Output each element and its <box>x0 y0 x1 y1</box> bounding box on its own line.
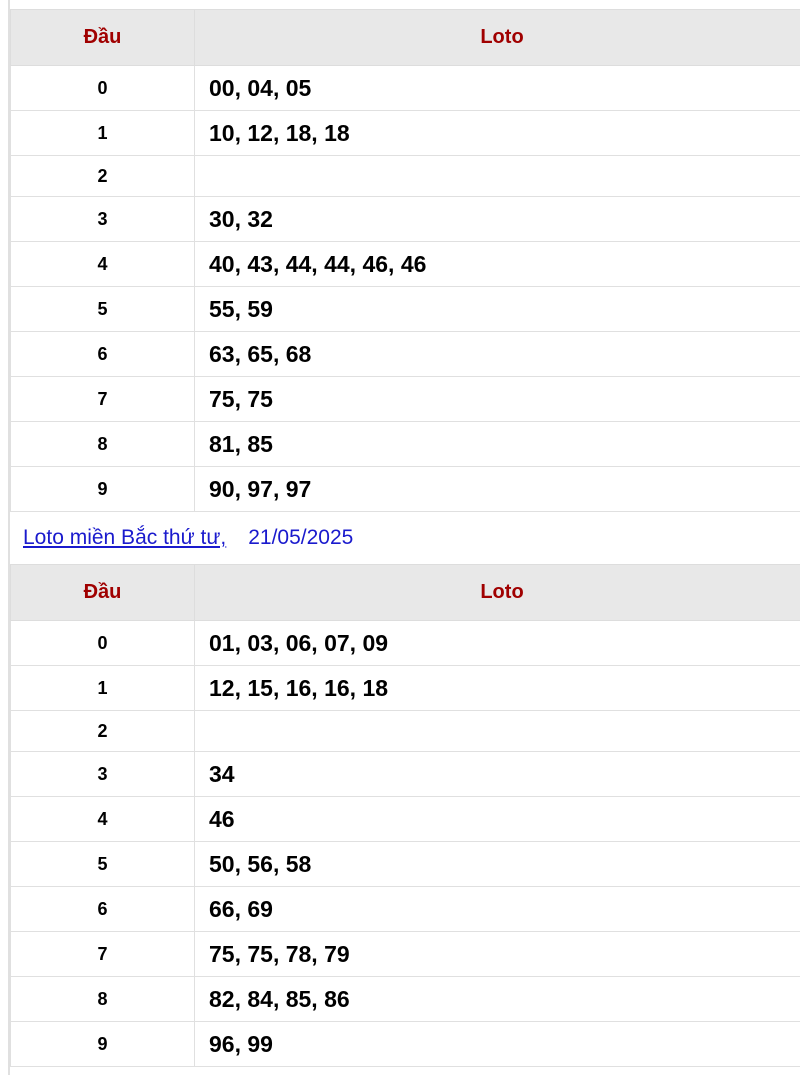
table-row: 8 81, 85 <box>10 421 800 467</box>
dau-cell: 6 <box>10 331 195 377</box>
loto-cell: 50, 56, 58 <box>194 841 800 887</box>
dau-cell: 4 <box>10 796 195 842</box>
loto-cell: 01, 03, 06, 07, 09 <box>194 620 800 666</box>
table-row: 3 30, 32 <box>10 196 800 242</box>
loto-cell: 55, 59 <box>194 286 800 332</box>
header-dau: Đầu <box>10 564 195 621</box>
loto-cell: 75, 75 <box>194 376 800 422</box>
dau-cell: 0 <box>10 620 195 666</box>
loto-table-1: Đầu Loto 0 00, 04, 05 1 10, 12, 18, 18 2 3 30,… <box>10 9 800 512</box>
dau-cell: 5 <box>10 841 195 887</box>
dau-cell: 9 <box>10 466 195 512</box>
table-caption: Loto miền Bắc thứ tư, 21/05/2025 <box>10 512 800 564</box>
table-row: 6 66, 69 <box>10 886 800 932</box>
dau-cell: 8 <box>10 976 195 1022</box>
table-row: 3 34 <box>10 751 800 797</box>
table-row: 4 46 <box>10 796 800 842</box>
loto-cell: 75, 75, 78, 79 <box>194 931 800 977</box>
caption-date: 21/05/2025 <box>248 526 354 549</box>
loto-cell: 90, 97, 97 <box>194 466 800 512</box>
loto-cell <box>194 710 800 752</box>
loto-cell: 81, 85 <box>194 421 800 467</box>
table-row: 5 50, 56, 58 <box>10 841 800 887</box>
dau-cell: 8 <box>10 421 195 467</box>
loto-cell: 10, 12, 18, 18 <box>194 110 800 156</box>
table-row: 2 <box>10 710 800 752</box>
loto-cell: 30, 32 <box>194 196 800 242</box>
loto-cell: 12, 15, 16, 16, 18 <box>194 665 800 711</box>
dau-cell: 3 <box>10 196 195 242</box>
table-row: 6 63, 65, 68 <box>10 331 800 377</box>
table-row: 0 01, 03, 06, 07, 09 <box>10 620 800 666</box>
table-row: 7 75, 75, 78, 79 <box>10 931 800 977</box>
dau-cell: 0 <box>10 65 195 111</box>
loto-cell: 46 <box>194 796 800 842</box>
dau-cell: 9 <box>10 1021 195 1067</box>
loto-cell: 96, 99 <box>194 1021 800 1067</box>
loto-cell: 00, 04, 05 <box>194 65 800 111</box>
loto-cell: 40, 43, 44, 44, 46, 46 <box>194 241 800 287</box>
loto-cell: 82, 84, 85, 86 <box>194 976 800 1022</box>
table-row: 5 55, 59 <box>10 286 800 332</box>
dau-cell: 7 <box>10 376 195 422</box>
table-row: 4 40, 43, 44, 44, 46, 46 <box>10 241 800 287</box>
dau-cell: 3 <box>10 751 195 797</box>
table-row: 9 90, 97, 97 <box>10 466 800 512</box>
header-dau: Đầu <box>10 9 195 66</box>
dau-cell: 1 <box>10 665 195 711</box>
loto-cell: 63, 65, 68 <box>194 331 800 377</box>
table-row: 0 00, 04, 05 <box>10 65 800 111</box>
loto-cell: 34 <box>194 751 800 797</box>
table-row: 8 82, 84, 85, 86 <box>10 976 800 1022</box>
table-row: 1 12, 15, 16, 16, 18 <box>10 665 800 711</box>
table-row: 7 75, 75 <box>10 376 800 422</box>
loto-mien-bac-link[interactable]: Loto miền Bắc thứ tư, <box>23 526 227 549</box>
dau-cell: 4 <box>10 241 195 287</box>
dau-cell: 2 <box>10 710 195 752</box>
loto-cell <box>194 155 800 197</box>
header-loto: Loto <box>194 9 800 66</box>
header-loto: Loto <box>194 564 800 621</box>
dau-cell: 7 <box>10 931 195 977</box>
table-row: 9 96, 99 <box>10 1021 800 1067</box>
dau-cell: 2 <box>10 155 195 197</box>
table-row: 2 <box>10 155 800 197</box>
table-row: 1 10, 12, 18, 18 <box>10 110 800 156</box>
dau-cell: 5 <box>10 286 195 332</box>
dau-cell: 6 <box>10 886 195 932</box>
loto-table-2: Đầu Loto 0 01, 03, 06, 07, 09 1 12, 15, 16,… <box>10 564 800 1067</box>
dau-cell: 1 <box>10 110 195 156</box>
loto-cell: 66, 69 <box>194 886 800 932</box>
content: Đầu Loto 0 00, 04, 05 1 10, 12, 18, 18 2 3 30,… <box>8 0 800 1075</box>
